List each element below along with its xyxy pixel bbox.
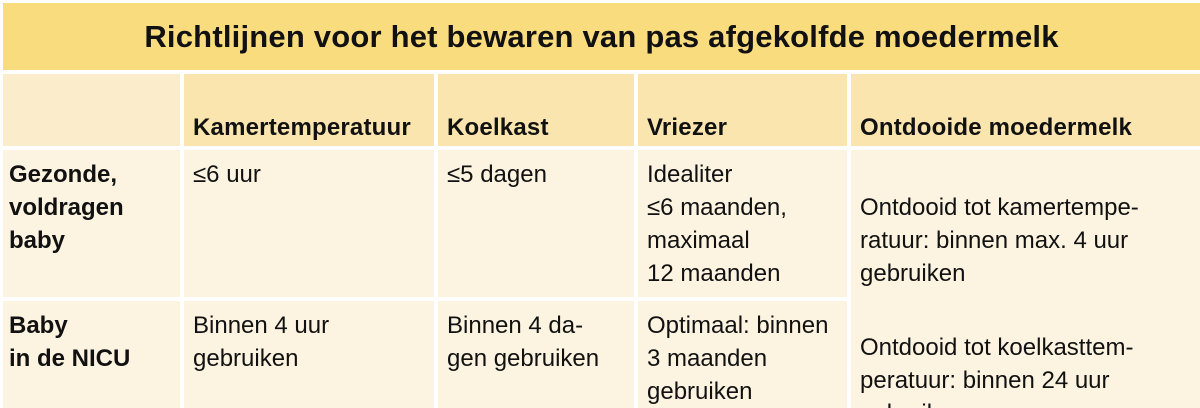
thawed-room-temp-text: Ontdooid tot kamertempe- ratuur: binnen …	[860, 194, 1139, 287]
cell-nicu-vriezer: Optimaal: binnen 3 maanden gebruiken	[638, 301, 847, 408]
page-title: Richtlijnen voor het bewaren van pas afg…	[144, 18, 1059, 54]
row-label-gezonde-voldragen-baby: Gezonde, voldragen baby	[3, 150, 180, 297]
cell-gezonde-koelkast: ≤5 dagen	[438, 150, 634, 297]
cell-nicu-kamertemperatuur: Binnen 4 uur gebruiken	[184, 301, 434, 408]
cell-nicu-koelkast: Binnen 4 da- gen gebruiken	[438, 301, 634, 408]
column-header-kamertemperatuur: Kamertemperatuur 16 tot 26 °C	[184, 74, 434, 205]
column-header-koelkast: Koelkast 4 °C of lager	[438, 74, 634, 205]
title-band: Richtlijnen voor het bewaren van pas afg…	[3, 3, 1200, 70]
guidelines-table: Kamertemperatuur 16 tot 26 °C Koelkast 4…	[3, 74, 1200, 408]
column-header-label: Kamertemperatuur	[193, 114, 411, 141]
cell-gezonde-vriezer: Idealiter ≤6 maanden, maximaal 12 maande…	[638, 150, 847, 297]
column-header-label: Vriezer	[647, 114, 728, 141]
column-header-vriezer: Vriezer –18 tot –20 °C	[638, 74, 847, 205]
column-header-label: Koelkast	[447, 114, 549, 141]
table-corner-cell	[3, 74, 180, 146]
cell-gezonde-kamertemperatuur: ≤6 uur	[184, 150, 434, 297]
thawed-fridge-temp-text: Ontdooid tot koelkasttem- peratuur: binn…	[860, 334, 1134, 408]
cell-ontdooide-moedermelk: Ontdooid tot kamertempe- ratuur: binnen …	[851, 150, 1200, 408]
column-header-label: Ontdooide moedermelk	[860, 114, 1133, 141]
row-label-baby-in-de-nicu: Baby in de NICU	[3, 301, 180, 408]
column-header-ontdooide-moedermelk: Ontdooide moedermelk	[851, 74, 1200, 146]
